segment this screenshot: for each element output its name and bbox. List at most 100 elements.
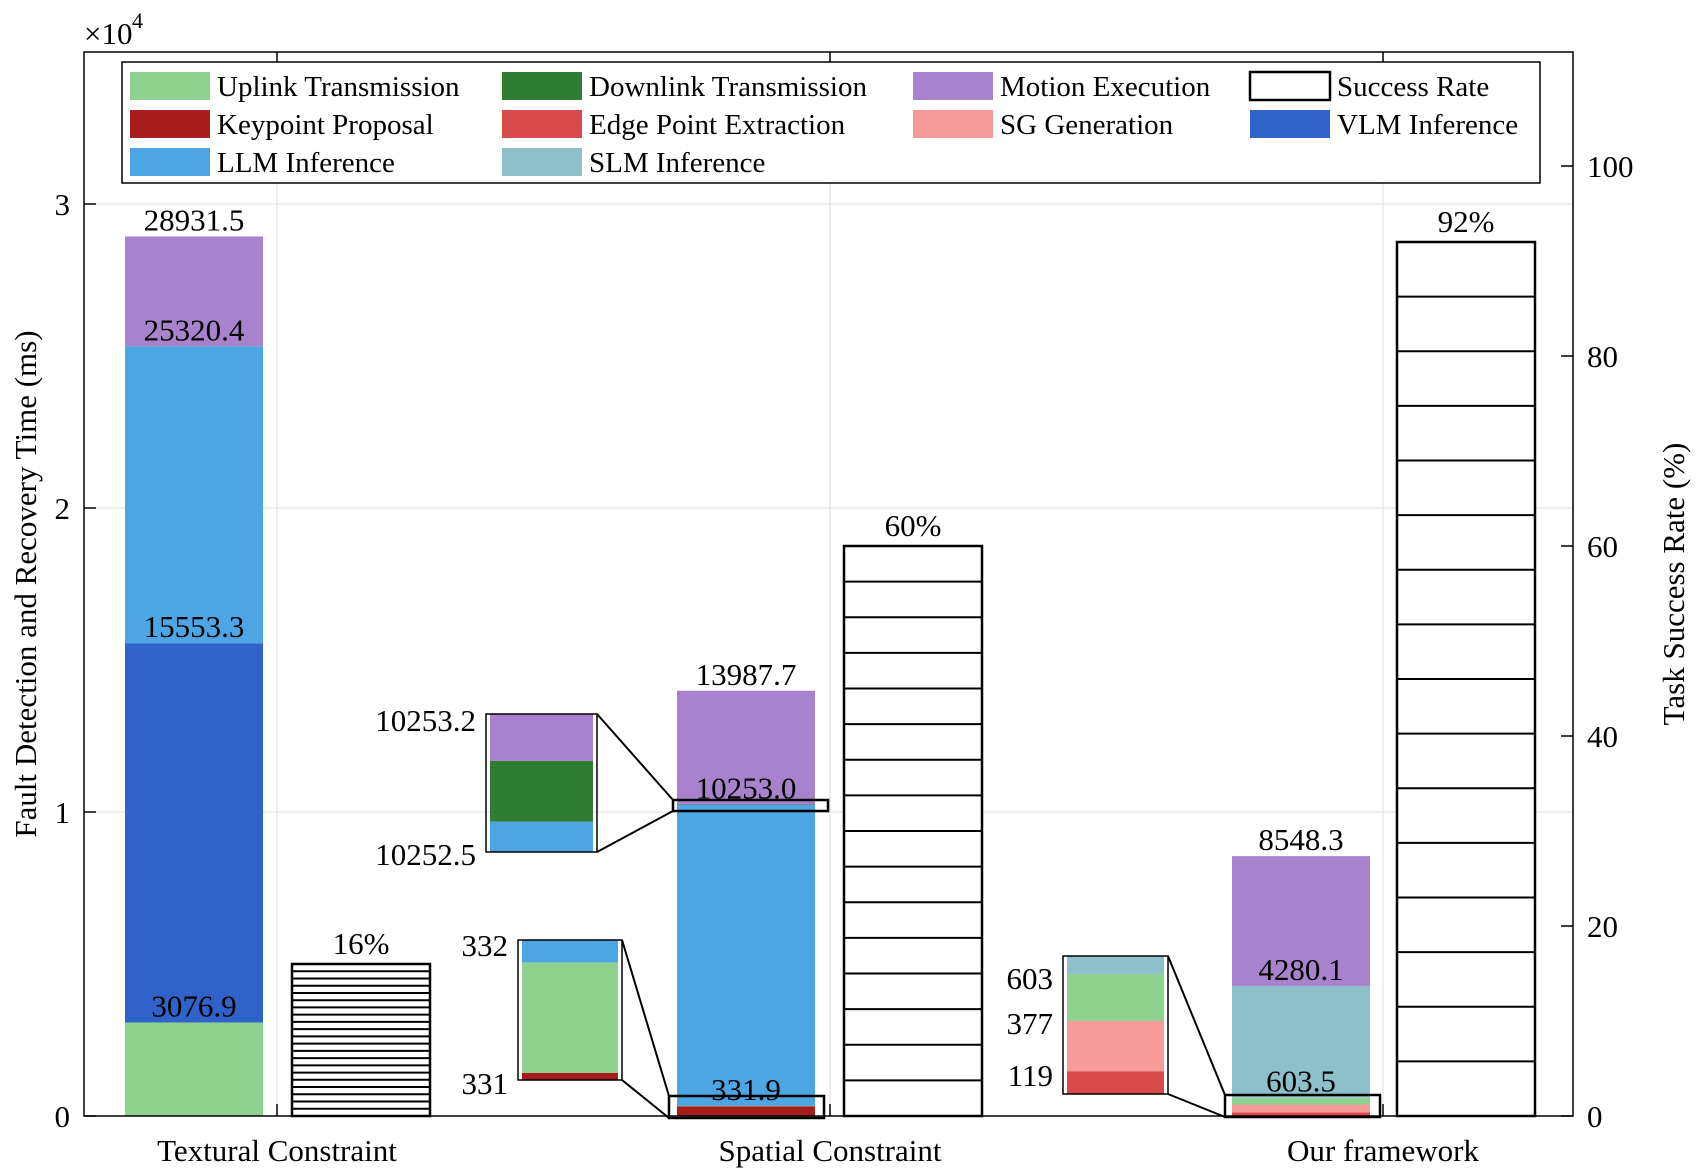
data-labels: 3076.9 15553.3 25320.4 28931.5 331.9 10253.0 1… (144, 202, 1495, 1106)
data-label: 28931.5 (144, 202, 245, 237)
y-right-axis-title: Task Success Rate (%) (1656, 443, 1691, 726)
inset-frame (517, 939, 623, 1081)
axes: 0 1 2 3 0 20 40 60 80 100 Textural Constraint Spati… (55, 52, 1634, 1168)
legend-swatch-downlink (502, 72, 582, 100)
zoom-connector (621, 1079, 670, 1119)
y-exponent-power: 4 (132, 8, 143, 33)
bar-segment-sg (1232, 1104, 1370, 1113)
data-label: 8548.3 (1258, 822, 1343, 857)
legend-label-sg: SG Generation (1000, 109, 1174, 141)
bar-segment-llm (677, 804, 815, 1106)
zoom-source-box (1223, 1093, 1382, 1119)
x-tick-label: Our framework (1287, 1133, 1479, 1168)
bar-segment-motion (1232, 856, 1370, 986)
y-exponent-label: ×10 (84, 16, 132, 51)
inset-tick-label: 10253.2 (375, 703, 476, 738)
data-label: 15553.3 (144, 609, 245, 644)
y-left-tick-label: 2 (55, 491, 71, 526)
inset-segment-llm (522, 940, 618, 963)
legend-swatch-sg (913, 110, 993, 138)
legend-swatch-uplink (130, 72, 210, 100)
zoom-insets: 10253.2 10252.5 332 331 603 377 119 (375, 703, 1382, 1120)
y-right-tick-label: 60 (1587, 529, 1618, 564)
legend-label-success: Success Rate (1337, 71, 1489, 103)
zoom-source-box (667, 1094, 826, 1120)
zoom-connector (1167, 955, 1226, 1096)
bar-segment-slm (1232, 985, 1370, 1098)
zoom-connector (596, 810, 674, 853)
inset-segment-edge (1067, 1071, 1164, 1094)
y-right-tick-label: 0 (1587, 1099, 1603, 1134)
legend-swatch-edge (502, 110, 582, 138)
x-tick-label: Spatial Constraint (718, 1133, 941, 1168)
data-label: 603.5 (1266, 1064, 1336, 1099)
legend-label-uplink: Uplink Transmission (217, 71, 460, 103)
inset-segment-llm (490, 821, 593, 852)
inset-segment-uplink (1067, 973, 1164, 1021)
legend-label-edge: Edge Point Extraction (589, 109, 846, 141)
legend-label-keypoint: Keypoint Proposal (217, 109, 434, 141)
success-rate-bar (290, 962, 432, 1118)
x-tick-label: Textural Constraint (157, 1133, 397, 1168)
inset-tick-label: 331 (462, 1066, 509, 1101)
y-right-tick-label: 20 (1587, 909, 1618, 944)
data-label: 25320.4 (144, 312, 245, 347)
zoom-source-box (671, 798, 830, 813)
inset-frame (485, 713, 598, 853)
stacked-bars (125, 236, 1370, 1116)
inset-tick-label: 119 (1008, 1058, 1053, 1093)
inset-segment-uplink (522, 962, 618, 1073)
inset-tick-label: 10252.5 (375, 837, 476, 872)
y-left-tick-label: 3 (55, 187, 71, 222)
grid-lines (84, 52, 1573, 1116)
legend-swatch-llm (130, 148, 210, 176)
plot-area-frame (83, 51, 1574, 1117)
y-left-tick-label: 0 (55, 1099, 71, 1134)
data-label: 13987.7 (696, 657, 797, 692)
success-rate-label: 16% (333, 926, 390, 961)
inset-segment-keypoint (522, 1073, 618, 1080)
legend-label-llm: LLM Inference (217, 147, 395, 179)
y-left-axis-title: Fault Detection and Recovery Time (ms) (8, 330, 43, 837)
inset-segment-downlink (490, 760, 593, 822)
bar-segment-uplink (125, 1022, 263, 1116)
bar-segment-edge (1232, 1112, 1370, 1116)
inset-tick-label: 603 (1007, 961, 1054, 996)
legend-swatch-success (1248, 70, 1332, 102)
y-right-tick-label: 40 (1587, 719, 1618, 754)
bar-segment-vlm (125, 643, 263, 1023)
bar-segment-motion (125, 236, 263, 347)
inset-segment-motion (490, 714, 593, 761)
inset-tick-label: 332 (462, 928, 509, 963)
zoom-connector (621, 939, 670, 1097)
data-label: 331.9 (711, 1072, 781, 1107)
legend-swatch-keypoint (130, 110, 210, 138)
bar-segment-uplink (677, 1105, 815, 1107)
zoom-connector (1167, 1093, 1226, 1118)
y-right-tick-label: 100 (1587, 149, 1634, 184)
inset-frame (1062, 955, 1169, 1095)
y-right-tick-label: 80 (1587, 339, 1618, 374)
legend-label-slm: SLM Inference (589, 147, 765, 179)
legend-label-downlink: Downlink Transmission (589, 71, 867, 103)
bar-segment-uplink (1232, 1097, 1370, 1105)
legend-swatch-motion (913, 72, 993, 100)
bar-segment-motion (677, 690, 815, 805)
data-label: 10253.0 (696, 770, 797, 805)
legend-swatch-slm (502, 148, 582, 176)
success-rate-bars (290, 240, 1537, 1118)
data-label: 3076.9 (151, 988, 236, 1023)
success-rate-label: 60% (885, 508, 942, 543)
bar-segment-keypoint (677, 1105, 815, 1116)
bar-segment-downlink (677, 804, 815, 805)
zoom-connector (596, 713, 674, 801)
legend-label-vlm: VLM Inference (1337, 109, 1518, 141)
legend: Uplink Transmission Downlink Transmission… (121, 61, 1541, 184)
legend-swatch-vlm (1250, 110, 1330, 138)
data-label: 4280.1 (1258, 952, 1343, 987)
inset-segment-slm (1067, 956, 1164, 974)
success-rate-label: 92% (1438, 204, 1495, 239)
y-left-tick-label: 1 (55, 795, 71, 830)
legend-label-motion: Motion Execution (1000, 71, 1211, 103)
